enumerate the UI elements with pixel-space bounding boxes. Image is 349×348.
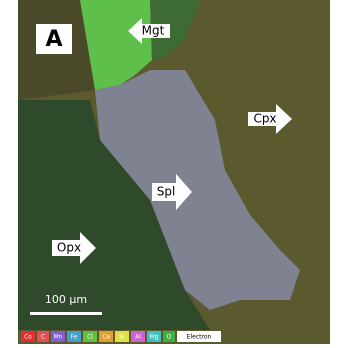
legend-label: Cl	[87, 334, 93, 341]
phase-label: Opx	[57, 241, 81, 255]
phase-label: Cpx	[253, 112, 276, 126]
legend-label: Ca	[102, 334, 110, 341]
micrograph: A Mgt Cpx Spl Opx 100 µm Co C Mn Fe Cl Ca Si Al…	[0, 0, 349, 348]
legend-label: Si	[119, 334, 125, 341]
panel-label: A	[45, 27, 62, 52]
legend-label: C	[41, 334, 45, 341]
legend-label: Co	[24, 334, 32, 341]
legend-label: Mn	[54, 334, 63, 341]
legend-label: O	[167, 334, 172, 341]
legend-label: Electron	[187, 334, 212, 341]
phase-label: Mgt	[142, 24, 165, 38]
legend: Co C Mn Fe Cl Ca Si Al Mg O Electron	[21, 331, 221, 342]
scale-bar-label: 100 µm	[45, 293, 87, 306]
phase-label: Spl	[157, 185, 176, 199]
legend-label: Mg	[150, 334, 159, 341]
scale-bar	[30, 312, 102, 315]
legend-label: Fe	[71, 334, 78, 341]
legend-label: Al	[135, 334, 141, 341]
